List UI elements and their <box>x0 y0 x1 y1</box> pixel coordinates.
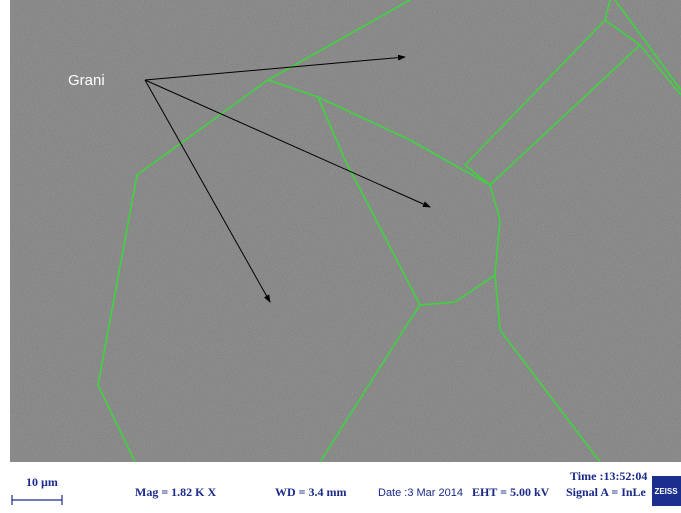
info-bar: 10 µm Mag = 1.82 K X WD = 3.4 mm Date :3… <box>0 462 681 513</box>
grain-boundaries <box>97 0 681 463</box>
logo: ZEISS <box>654 487 678 496</box>
signal: Signal A = InLe <box>566 485 647 499</box>
scale-bar <box>11 495 63 505</box>
micrograph: Grani <box>10 0 681 463</box>
time: Time :13:52:04 <box>570 469 647 483</box>
scale-label: 10 µm <box>26 475 58 489</box>
working-distance: WD = 3.4 mm <box>275 485 347 499</box>
eht: EHT = 5.00 kV <box>472 485 550 499</box>
date: Date :3 Mar 2014 <box>378 487 463 499</box>
arrows <box>144 54 431 303</box>
magnification: Mag = 1.82 K X <box>135 485 216 499</box>
logo-box <box>652 476 681 506</box>
annotation: Grani <box>68 72 105 89</box>
